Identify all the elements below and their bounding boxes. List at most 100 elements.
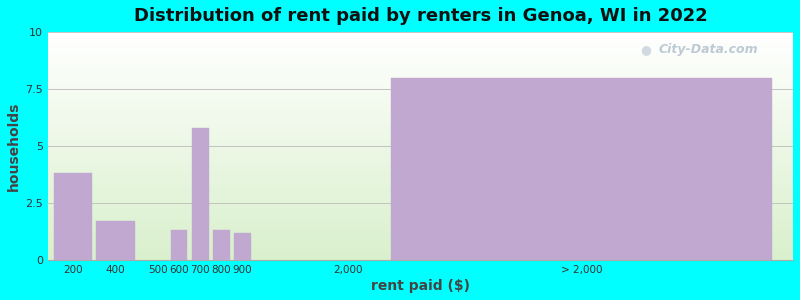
Bar (48, 226, 793, 227)
Bar (48, 221, 793, 222)
Bar (48, 85, 793, 86)
Bar (48, 50, 793, 51)
Bar (170, 230, 187, 260)
Bar (48, 131, 793, 132)
Bar (48, 241, 793, 242)
Bar (48, 209, 793, 210)
Bar (48, 122, 793, 123)
Bar (48, 35, 793, 37)
Bar (48, 85, 793, 87)
Bar (48, 124, 793, 125)
Bar (48, 184, 793, 185)
Bar (48, 251, 793, 252)
Bar (48, 152, 793, 153)
Bar (48, 201, 793, 202)
Bar (48, 194, 793, 195)
Bar (48, 250, 793, 251)
Bar (48, 175, 793, 176)
X-axis label: rent paid ($): rent paid ($) (371, 279, 470, 293)
Bar (390, 78, 772, 260)
Bar (48, 164, 793, 165)
Bar (48, 234, 793, 235)
Title: Distribution of rent paid by renters in Genoa, WI in 2022: Distribution of rent paid by renters in … (134, 7, 707, 25)
Bar (48, 232, 793, 233)
Bar (48, 211, 793, 212)
Bar (48, 218, 793, 219)
Bar (48, 57, 793, 58)
Bar (48, 180, 793, 181)
Bar (48, 41, 793, 42)
Bar (48, 197, 793, 199)
Bar (48, 193, 793, 194)
Bar (234, 233, 251, 260)
Bar (48, 243, 793, 244)
Bar (48, 79, 793, 80)
Bar (48, 81, 793, 82)
Bar (48, 140, 793, 142)
Bar (48, 228, 793, 229)
Bar (48, 227, 793, 228)
Bar (48, 110, 793, 111)
Bar (48, 48, 793, 49)
Bar (48, 55, 793, 56)
Bar (48, 68, 793, 70)
Bar (48, 66, 793, 68)
Bar (48, 167, 793, 168)
Bar (213, 230, 230, 260)
Bar (48, 63, 793, 64)
Text: ●: ● (640, 44, 651, 56)
Bar (48, 242, 793, 243)
Bar (48, 176, 793, 177)
Bar (48, 173, 793, 175)
Bar (48, 171, 793, 172)
Bar (48, 212, 793, 213)
Bar (48, 102, 793, 103)
Bar (48, 73, 793, 74)
Bar (48, 161, 793, 162)
Bar (48, 206, 793, 208)
Bar (48, 78, 793, 79)
Bar (48, 199, 793, 200)
Bar (48, 46, 793, 47)
Bar (48, 239, 793, 241)
Bar (48, 90, 793, 91)
Bar (48, 238, 793, 239)
Bar (48, 94, 793, 95)
Bar (48, 170, 793, 171)
Bar (48, 91, 793, 92)
Bar (48, 182, 793, 184)
Bar (48, 70, 793, 71)
Bar (48, 147, 793, 148)
Bar (48, 37, 793, 38)
Bar (48, 104, 793, 105)
Bar (48, 119, 793, 120)
Bar (48, 203, 793, 204)
Bar (48, 205, 793, 206)
Bar (48, 120, 793, 121)
Bar (48, 32, 793, 33)
Bar (48, 178, 793, 179)
Bar (48, 137, 793, 138)
Bar (48, 34, 793, 35)
Bar (48, 155, 793, 156)
Bar (48, 216, 793, 217)
Bar (48, 233, 793, 234)
Bar (48, 74, 793, 75)
Bar (48, 72, 793, 73)
Bar (48, 219, 793, 220)
Bar (48, 80, 793, 81)
Bar (48, 144, 793, 145)
Bar (48, 165, 793, 166)
Bar (48, 118, 793, 119)
Bar (48, 186, 793, 187)
Bar (48, 87, 793, 88)
Bar (48, 130, 793, 131)
Bar (48, 187, 793, 188)
Bar (48, 192, 793, 193)
Bar (48, 138, 793, 139)
Bar (48, 123, 793, 124)
Bar (48, 121, 793, 122)
Bar (48, 189, 793, 190)
Y-axis label: households: households (7, 101, 21, 191)
Bar (48, 39, 793, 40)
